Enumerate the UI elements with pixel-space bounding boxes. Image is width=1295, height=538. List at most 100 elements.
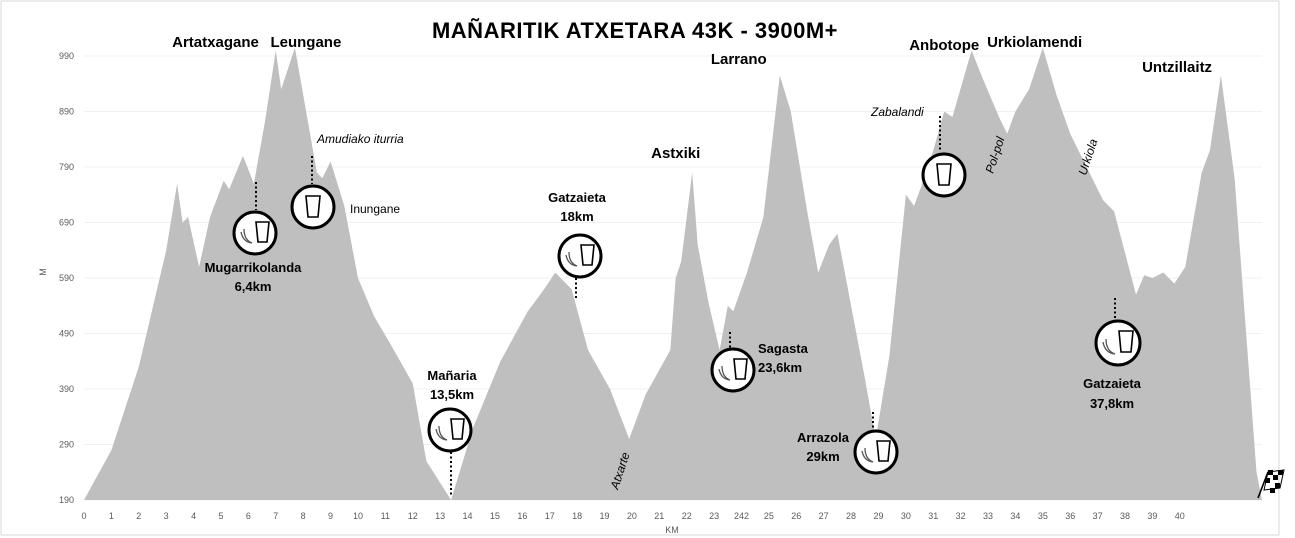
aid-station-name: Mugarrikolanda	[205, 260, 303, 275]
x-tick-label: 12	[408, 511, 418, 521]
y-tick-label: 390	[59, 384, 74, 394]
banana-icon	[718, 365, 731, 381]
x-tick-label: 0	[81, 511, 86, 521]
aid-station-km: 13,5km	[430, 387, 474, 402]
x-tick-label: 28	[846, 511, 856, 521]
aid-station-marker	[710, 347, 756, 393]
x-tick-label: 19	[600, 511, 610, 521]
aid-station-marker	[1094, 319, 1142, 367]
chart-title: MAÑARITIK ATXETARA 43K - 3900M+	[432, 18, 838, 43]
x-tick-label: 15	[490, 511, 500, 521]
aid-station-gatzaieta-18: Gatzaieta 18km	[548, 190, 607, 300]
aid-station-name: Gatzaieta	[548, 190, 607, 205]
x-tick-label: 39	[1147, 511, 1157, 521]
aid-station-leungane-water	[290, 156, 336, 230]
x-tick-label: 3	[164, 511, 169, 521]
aid-station-manaria: Mañaria 13,5km	[427, 368, 477, 496]
peak-label: Anbotope	[909, 37, 979, 54]
aid-station-marker	[232, 210, 278, 256]
annotation-zabalandi: Zabalandi	[870, 105, 924, 119]
banana-icon	[435, 425, 448, 441]
peak-label: Urkiolamendi	[987, 34, 1082, 51]
x-tick-label: 29	[873, 511, 883, 521]
x-tick-label: 36	[1065, 511, 1075, 521]
x-tick-label: 8	[301, 511, 306, 521]
y-axis-ticks: 190 290 390 490 590 690 790 890 990	[59, 51, 74, 505]
water-glass-icon	[255, 221, 270, 243]
aid-station-marker	[921, 152, 967, 198]
aid-station-km: 6,4km	[235, 279, 272, 294]
x-tick-label: 2	[136, 511, 141, 521]
y-tick-label: 790	[59, 162, 74, 172]
peak-label: Leungane	[270, 34, 341, 51]
aid-station-km: 18km	[560, 209, 593, 224]
x-tick-label: 32	[956, 511, 966, 521]
x-tick-label: 23	[709, 511, 719, 521]
x-tick-label: 18	[572, 511, 582, 521]
x-tick-label: 30	[901, 511, 911, 521]
peak-label: Untzillaitz	[1142, 59, 1212, 76]
annotation-amudiako-iturria: Amudiako iturria	[316, 132, 404, 146]
water-glass-icon	[450, 418, 465, 440]
y-tick-label: 590	[59, 273, 74, 283]
peak-label: Larrano	[711, 51, 767, 68]
y-tick-label: 690	[59, 218, 74, 228]
aid-station-km: 23,6km	[758, 360, 802, 375]
x-tick-label: 38	[1120, 511, 1130, 521]
aid-station-name: Mañaria	[427, 368, 477, 383]
x-tick-label: 34	[1010, 511, 1020, 521]
water-glass-icon	[580, 244, 595, 266]
x-tick-label: 26	[791, 511, 801, 521]
aid-station-mugarrikolanda: Mugarrikolanda 6,4km	[205, 182, 303, 294]
annotation-inungane: Inungane	[350, 202, 400, 216]
y-axis-title: M	[38, 268, 48, 276]
y-tick-label: 990	[59, 51, 74, 61]
y-tick-label: 290	[59, 440, 74, 450]
banana-icon	[861, 447, 874, 463]
x-tick-label: 40	[1175, 511, 1185, 521]
water-glass-icon	[936, 163, 952, 186]
x-tick-label: 22	[682, 511, 692, 521]
x-tick-label: 21	[654, 511, 664, 521]
y-tick-label: 190	[59, 495, 74, 505]
x-tick-label: 14	[463, 511, 473, 521]
y-tick-label: 890	[59, 107, 74, 117]
x-tick-label: 27	[819, 511, 829, 521]
x-tick-label: 20	[627, 511, 637, 521]
x-axis-ticks: 0 1 2 3 4 5 6 7 8 9 10 11 12 13 14 15 16 17 18 19 20 21 22 23 24…	[81, 511, 1184, 521]
water-glass-icon	[733, 358, 748, 380]
aid-station-name: Arrazola	[797, 430, 850, 445]
water-glass-icon	[1118, 330, 1134, 353]
elevation-area	[84, 47, 1262, 500]
peak-labels: Artatxagane Leungane Astxiki Larrano Anbotop…	[172, 34, 1212, 162]
x-tick-label: 17	[545, 511, 555, 521]
x-tick-label: 1	[109, 511, 114, 521]
x-tick-label: 37	[1093, 511, 1103, 521]
aid-station-marker	[557, 233, 603, 279]
x-tick-label: 11	[381, 511, 390, 521]
x-tick-label: 5	[218, 511, 223, 521]
aid-station-zabalandi-water	[921, 116, 967, 198]
x-tick-label: 35	[1038, 511, 1048, 521]
finish-flag-icon	[1257, 469, 1285, 499]
aid-station-marker	[427, 407, 473, 453]
aid-station-name: Sagasta	[758, 341, 809, 356]
peak-label: Artatxagane	[172, 34, 259, 51]
x-tick-label: 242	[734, 511, 749, 521]
x-tick-label: 4	[191, 511, 196, 521]
x-tick-label: 33	[983, 511, 993, 521]
aid-station-arrazola: Arrazola 29km	[797, 412, 899, 475]
x-tick-label: 31	[928, 511, 938, 521]
x-tick-label: 7	[273, 511, 278, 521]
x-tick-label: 10	[353, 511, 363, 521]
x-tick-label: 6	[246, 511, 251, 521]
banana-icon	[565, 251, 578, 267]
water-glass-icon	[876, 440, 891, 462]
x-tick-label: 25	[764, 511, 774, 521]
y-tick-label: 490	[59, 329, 74, 339]
x-tick-label: 16	[517, 511, 527, 521]
x-axis-title: KM	[665, 525, 679, 535]
aid-station-marker	[290, 184, 336, 230]
x-tick-label: 13	[435, 511, 445, 521]
